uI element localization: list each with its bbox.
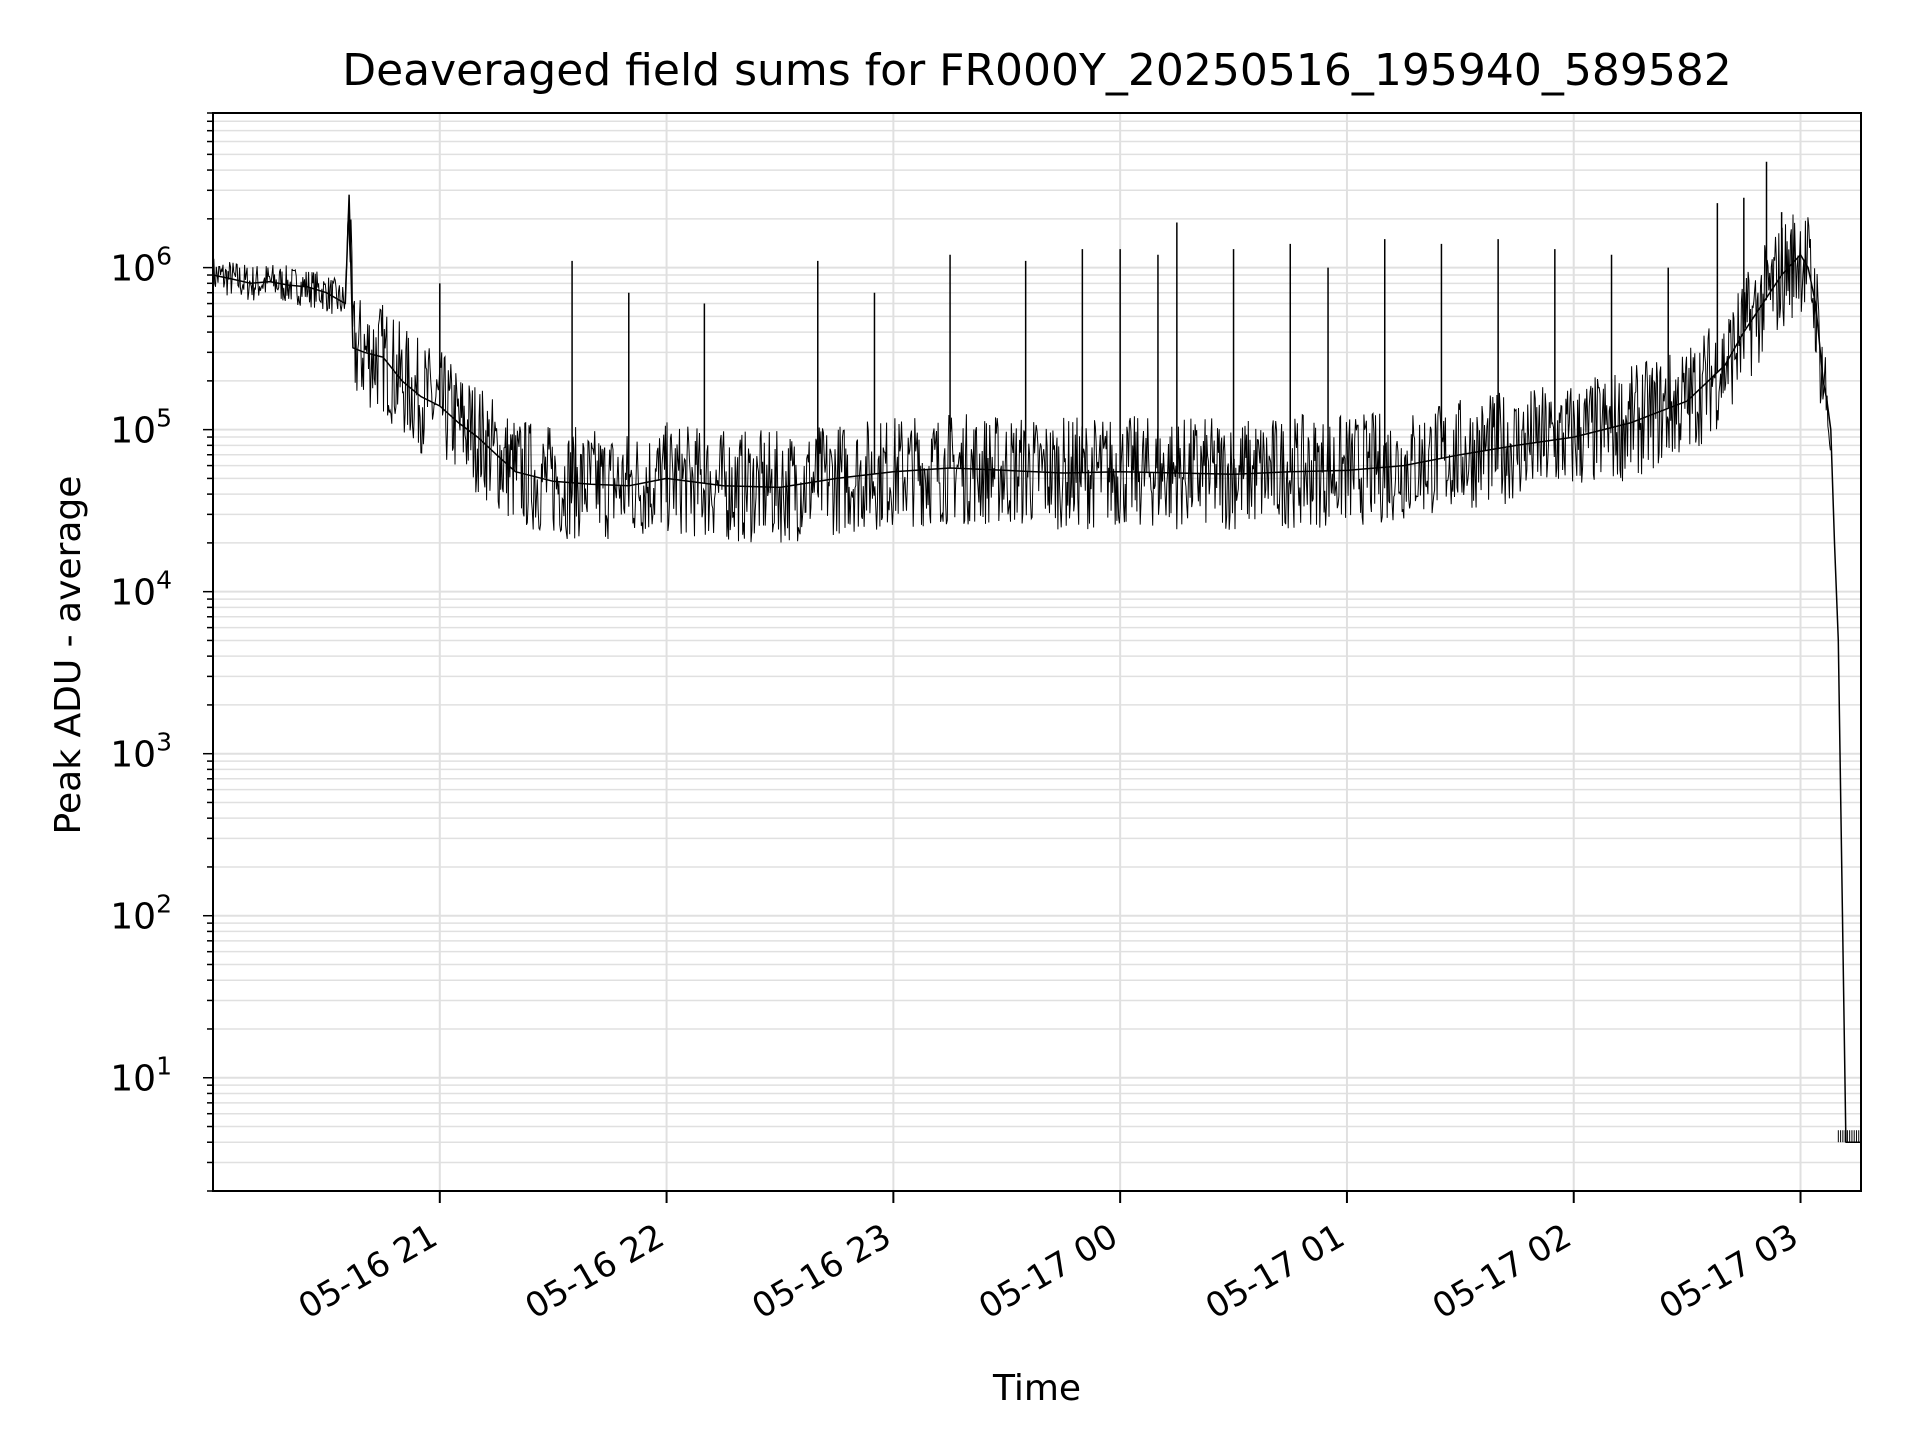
y-tick-base: 10 [110,573,156,614]
x-axis-label: Time [992,1368,1081,1409]
plot-frame [212,112,1862,1192]
y-tick-base: 10 [110,411,156,452]
data-series [212,161,1862,1143]
y-tick-label: 104 [110,566,172,614]
y-tick-label: 106 [110,242,172,290]
y-axis-label: Peak ADU - average [48,476,89,835]
y-tick-label: 103 [110,728,172,776]
y-tick-base: 10 [110,735,156,776]
y-tick-base: 10 [110,1059,156,1100]
y-tick-exponent: 4 [156,566,172,595]
y-tick-base: 10 [110,249,156,290]
y-tick-exponent: 6 [156,242,172,271]
y-tick-exponent: 5 [156,404,172,433]
y-tick-base: 10 [110,897,156,938]
y-tick-label: 101 [110,1052,172,1100]
y-tick-label: 105 [110,404,172,452]
chart-title: Deaveraged field sums for FR000Y_2025051… [342,45,1732,96]
grid [213,112,1861,1192]
y-tick-exponent: 2 [156,890,172,919]
y-tick-exponent: 1 [156,1052,172,1081]
y-tick-label: 102 [110,890,172,938]
series-noise [212,213,1831,543]
y-tick-exponent: 3 [156,728,172,757]
